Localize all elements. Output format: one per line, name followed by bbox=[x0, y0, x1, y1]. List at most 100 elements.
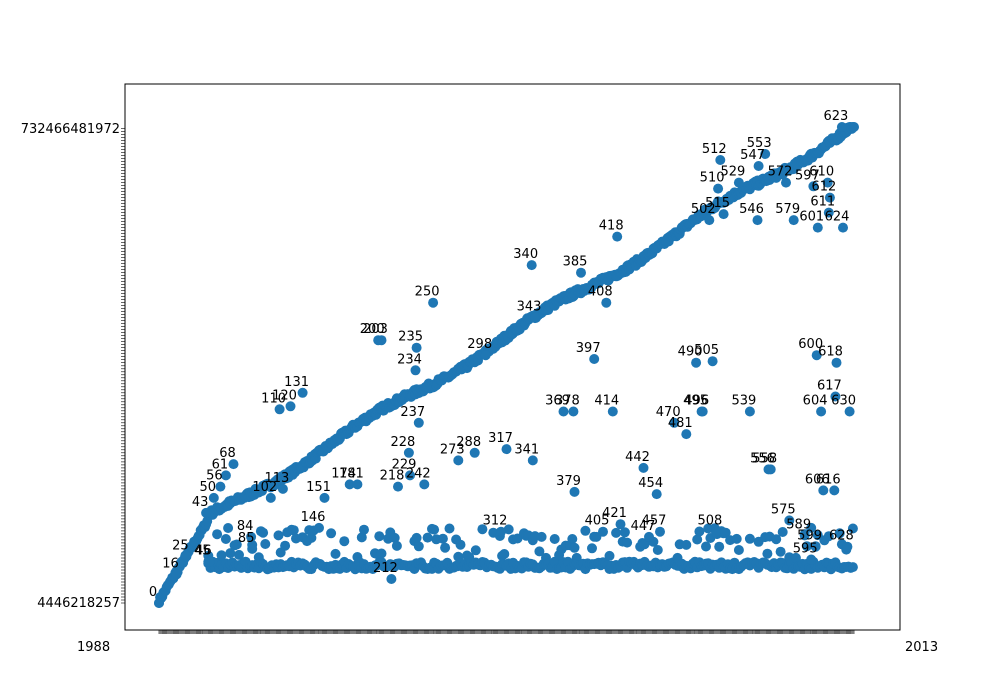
data-label-312: 312 bbox=[483, 514, 508, 529]
data-label-120: 120 bbox=[272, 388, 297, 403]
data-point bbox=[775, 546, 786, 557]
data-point bbox=[536, 531, 547, 542]
data-point bbox=[455, 539, 466, 550]
data-points bbox=[154, 122, 859, 608]
data-label-113: 113 bbox=[264, 471, 289, 486]
data-point-288 bbox=[469, 447, 480, 458]
data-point bbox=[273, 530, 284, 541]
data-point-612 bbox=[824, 192, 835, 203]
data-label-572: 572 bbox=[768, 165, 793, 180]
data-label-547: 547 bbox=[740, 148, 765, 163]
data-label-61: 61 bbox=[212, 457, 229, 472]
data-label-630: 630 bbox=[831, 394, 856, 409]
data-point-470 bbox=[669, 417, 680, 428]
data-point bbox=[440, 542, 451, 553]
data-point-600 bbox=[811, 350, 822, 361]
data-point-579 bbox=[788, 215, 799, 226]
data-point-546 bbox=[752, 215, 763, 226]
data-label-317: 317 bbox=[488, 431, 513, 446]
data-point-235 bbox=[411, 342, 422, 353]
data-point-317 bbox=[501, 444, 512, 455]
data-label-558: 558 bbox=[752, 451, 777, 466]
data-point-490 bbox=[691, 357, 702, 368]
data-point-234 bbox=[410, 365, 421, 376]
data-label-505: 505 bbox=[694, 343, 719, 358]
y-tick-label-top: 732466481972 bbox=[21, 122, 120, 137]
data-label-45: 45 bbox=[194, 544, 211, 559]
data-point bbox=[260, 539, 271, 549]
data-point bbox=[801, 541, 812, 552]
data-point bbox=[288, 525, 299, 536]
data-label-553: 553 bbox=[747, 136, 772, 151]
data-point bbox=[225, 548, 236, 559]
data-point bbox=[733, 545, 744, 555]
data-point-599 bbox=[810, 541, 821, 552]
data-point-212 bbox=[386, 574, 397, 584]
data-point-250 bbox=[428, 297, 439, 308]
data-label-102: 102 bbox=[252, 480, 277, 495]
data-point-595 bbox=[806, 554, 817, 565]
data-point bbox=[652, 545, 663, 555]
data-label-0: 0 bbox=[149, 585, 157, 600]
data-point-512 bbox=[715, 155, 726, 165]
data-point-61 bbox=[220, 470, 231, 481]
data-point-0 bbox=[154, 598, 164, 608]
data-point bbox=[849, 122, 859, 132]
data-point bbox=[216, 550, 227, 561]
data-point-378 bbox=[568, 406, 579, 417]
data-label-624: 624 bbox=[825, 210, 850, 225]
data-point bbox=[339, 536, 350, 547]
data-point-553 bbox=[760, 149, 771, 159]
data-label-623: 623 bbox=[823, 109, 848, 124]
data-point-616 bbox=[829, 485, 840, 496]
data-label-601: 601 bbox=[799, 210, 824, 225]
data-point bbox=[280, 540, 291, 551]
data-point-203 bbox=[376, 335, 387, 346]
data-point-408 bbox=[601, 297, 612, 308]
tick-marks bbox=[121, 128, 855, 634]
data-label-481: 481 bbox=[668, 416, 693, 431]
data-label-616: 616 bbox=[816, 472, 841, 487]
data-point-218 bbox=[393, 481, 403, 492]
data-label-508: 508 bbox=[697, 514, 722, 529]
data-label-447: 447 bbox=[631, 519, 656, 534]
data-label-529: 529 bbox=[720, 165, 745, 180]
data-point-341 bbox=[527, 455, 538, 466]
data-label-16: 16 bbox=[162, 557, 179, 572]
data-label-218: 218 bbox=[380, 469, 405, 484]
x-tick-label-first: 1988 bbox=[77, 640, 110, 655]
data-label-457: 457 bbox=[642, 514, 667, 529]
data-point-298 bbox=[480, 350, 491, 361]
data-point bbox=[356, 532, 367, 543]
data-point bbox=[777, 527, 788, 537]
data-label-181: 181 bbox=[339, 466, 364, 481]
data-point-50 bbox=[208, 492, 219, 503]
data-point bbox=[326, 528, 337, 539]
data-point-623 bbox=[836, 122, 847, 132]
data-point bbox=[714, 541, 725, 552]
data-label-273: 273 bbox=[440, 442, 465, 457]
data-label-341: 341 bbox=[514, 442, 539, 457]
data-label-369: 369 bbox=[545, 394, 570, 409]
data-point bbox=[587, 543, 597, 554]
data-label-397: 397 bbox=[576, 341, 601, 356]
data-label-628: 628 bbox=[829, 529, 854, 544]
data-point-617 bbox=[830, 391, 841, 402]
data-point-131 bbox=[297, 387, 308, 398]
data-point-405 bbox=[598, 526, 608, 537]
data-point-547 bbox=[753, 161, 764, 171]
data-point bbox=[503, 524, 514, 535]
data-point bbox=[499, 549, 510, 559]
data-point-421 bbox=[615, 519, 626, 530]
data-label-235: 235 bbox=[398, 330, 423, 345]
data-label-234: 234 bbox=[397, 352, 422, 367]
data-point-102 bbox=[265, 492, 276, 503]
data-point bbox=[694, 526, 705, 537]
data-point-43 bbox=[201, 507, 212, 518]
data-point bbox=[701, 541, 711, 552]
data-point bbox=[437, 533, 448, 544]
data-point-515 bbox=[718, 209, 729, 220]
data-point-46 bbox=[204, 556, 215, 567]
data-label-343: 343 bbox=[517, 300, 542, 315]
